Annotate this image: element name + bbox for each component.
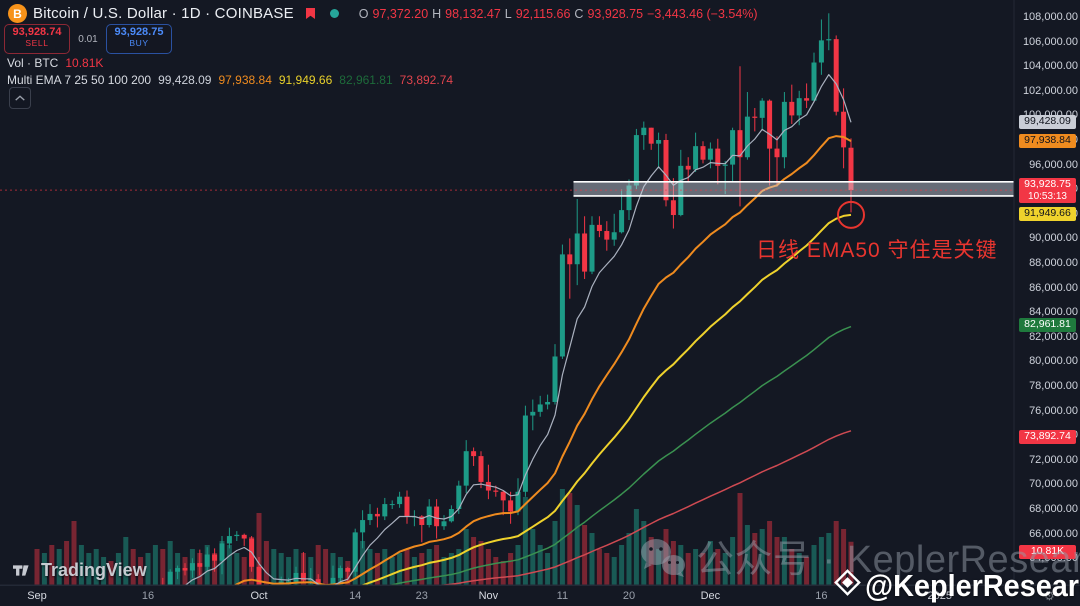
ema25-value: 97,938.84	[218, 73, 272, 87]
handle-watermark: @KeplerResearch	[834, 569, 1080, 602]
last-price-chip: 93,928.75 10:53:13	[1019, 177, 1076, 203]
price-tick-label: 66,000.00	[1029, 527, 1078, 540]
price-tick-label: 104,000.00	[1022, 60, 1078, 73]
time-axis[interactable]: Sep 16 Oct 14 23 Nov 11 20 Dec 16 2025	[0, 585, 1080, 606]
chart-annotation-text: 日线 EMA50 守住是关键	[756, 239, 998, 262]
price-tick-label: 90,000.00	[1029, 232, 1078, 245]
kepler-diamond-icon	[834, 569, 861, 596]
handle-watermark-text: @KeplerResearch	[865, 568, 1080, 603]
time-tick-label: 2025	[927, 590, 953, 602]
time-tick-label: 14	[349, 590, 362, 602]
time-tick-label: Nov	[478, 590, 499, 602]
indicator-price-chip: 10.81K	[1019, 545, 1076, 559]
btc-logo-icon: B	[8, 4, 27, 23]
indicator-price-chip: 99,428.09	[1019, 115, 1076, 130]
sell-button[interactable]: 93,928.74 SELL	[4, 24, 70, 54]
tradingview-label: TradingView	[41, 560, 147, 580]
wechat-icon	[641, 539, 685, 577]
symbol-header[interactable]: B Bitcoin / U.S. Dollar · 1D · COINBASE …	[8, 4, 758, 23]
time-tick-label: 20	[622, 590, 636, 602]
price-tick-label: 108,000.00	[1022, 11, 1078, 23]
trade-panel: 93,928.74 SELL 0.01 93,928.75 BUY	[4, 24, 172, 54]
volume-legend: Vol · BTC 10.81K	[7, 56, 104, 70]
change-readout: −3,443.46 (−3.54%)	[647, 6, 758, 21]
price-tick-label: 68,000.00	[1029, 503, 1078, 515]
indicator-price-chip: 82,961.81	[1019, 317, 1076, 332]
ema200-value: 73,892.74	[399, 73, 454, 87]
time-tick-label: Oct	[250, 590, 268, 602]
ohlc-readout: O 97,372.20 H 98,132.47 L 92,115.66 C 93,928…	[358, 6, 758, 21]
wechat-watermark-text: 公众号 · KeplerResearch	[696, 539, 1080, 581]
time-tick-label: Sep	[27, 590, 47, 602]
buy-button[interactable]: 93,928.75 BUY	[106, 24, 172, 54]
flag-icon[interactable]	[305, 7, 316, 20]
price-tick-label: 86,000.00	[1029, 281, 1078, 294]
multi-ema-legend: Multi EMA 7 25 50 100 200 99,428.09 97,9…	[7, 73, 454, 87]
price-tick-label: 78,000.00	[1029, 380, 1078, 392]
price-tick-label: 82,000.00	[1029, 330, 1078, 343]
price-tick-label: 84,000.00	[1029, 306, 1078, 319]
time-tick-label: 16	[815, 590, 828, 602]
time-tick-label: 23	[415, 590, 428, 602]
spread-value: 0.01	[78, 33, 98, 45]
indicator-price-chip: 91,949.66	[1019, 207, 1076, 222]
tradingview-icon	[13, 565, 29, 576]
price-tick-label: 102,000.00	[1022, 84, 1078, 97]
tradingview-logo[interactable]: TradingView	[13, 560, 147, 581]
indicator-price-chip: 73,892.74	[1019, 429, 1076, 444]
price-tick-label: 76,000.00	[1029, 404, 1078, 417]
time-tick-label: 11	[556, 590, 569, 602]
time-tick-label: Dec	[700, 590, 721, 602]
price-tick-label: 72,000.00	[1029, 453, 1078, 466]
market-status-dot	[329, 9, 339, 18]
chevron-up-icon	[15, 95, 25, 101]
wechat-watermark: 公众号 · KeplerResearch	[640, 538, 1080, 582]
price-tick-label: 96,000.00	[1029, 158, 1078, 171]
price-tick-label: 80,000.00	[1029, 355, 1078, 368]
price-tick-label: 88,000.00	[1029, 257, 1078, 269]
axis-settings-gear-icon[interactable]: ⚙	[1044, 589, 1055, 603]
ema7-value: 99,428.09	[158, 73, 212, 87]
symbol-title: Bitcoin / U.S. Dollar · 1D · COINBASE	[33, 5, 294, 22]
indicator-price-chip: 97,938.84	[1019, 133, 1076, 148]
time-tick-label: 16	[141, 590, 155, 602]
price-tick-label: 70,000.00	[1029, 478, 1078, 491]
price-axis[interactable]: 108,000.00 106,000.00 104,000.00 102,000.00…	[1014, 0, 1080, 585]
price-tick-label: 106,000.00	[1022, 35, 1078, 48]
ema50-value: 91,949.66	[278, 73, 333, 87]
collapse-legend-button[interactable]	[9, 87, 31, 109]
volume-value: 10.81K	[65, 56, 104, 70]
ema100-value: 82,961.81	[339, 73, 393, 87]
